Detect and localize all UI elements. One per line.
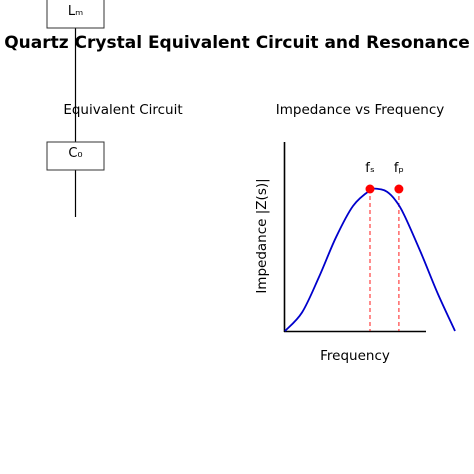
y-axis-label: Impedance |Z(s)| [254,178,270,293]
figure-title: Quartz Crystal Equivalent Circuit and Re… [4,33,470,53]
inductor-label: Lₘ [68,4,83,19]
equivalent-circuit: Equivalent Circuit Lₘ C₀ [46,0,183,217]
resonance-label-0: fₛ [365,161,375,176]
chart-title: Impedance vs Frequency [276,102,444,118]
resonance-label-1: fₚ [394,161,404,176]
inductor-box [46,0,105,29]
capacitor-label: C₀ [68,146,82,161]
impedance-chart: Impedance vs Frequency Frequency Impedan… [254,102,456,364]
resonance-point-1 [394,184,404,194]
circuit-subtitle: Equivalent Circuit [63,102,182,118]
x-axis-label: Frequency [320,348,390,364]
resonance-point-0 [365,184,375,194]
impedance-curve [284,187,456,332]
capacitor-box [46,141,105,171]
